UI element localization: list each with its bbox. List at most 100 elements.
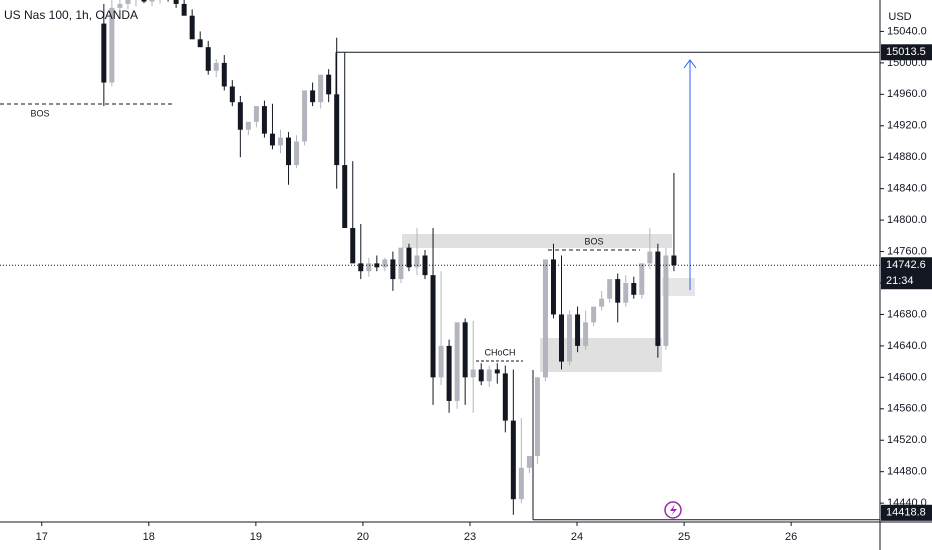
high-price-tag-bg	[881, 44, 932, 61]
candle-body	[213, 62, 219, 71]
candle-body	[302, 90, 308, 142]
x-tick-label: 20	[357, 531, 369, 543]
y-tick-label: 14840.0	[887, 183, 927, 195]
candle-body	[567, 314, 573, 362]
candles	[101, 0, 677, 515]
candle-body	[599, 298, 605, 307]
candle-body	[406, 247, 412, 268]
zone	[540, 338, 662, 372]
x-tick-label: 18	[143, 531, 155, 543]
high-line	[335, 51, 880, 100]
candle-body	[502, 373, 508, 421]
candle-body	[623, 283, 629, 303]
candle-body	[310, 90, 316, 103]
annotation: BOS	[584, 236, 603, 246]
candle-body	[414, 255, 420, 268]
candle-body	[294, 141, 300, 166]
candle-body	[486, 369, 492, 382]
candle-body	[125, 0, 131, 4]
candle-body	[334, 94, 340, 166]
candle-body	[221, 62, 227, 87]
candle-body	[261, 106, 267, 134]
low-price-tag-bg	[881, 504, 932, 521]
candle-body	[510, 420, 516, 500]
candle-body	[607, 279, 613, 299]
candle-body	[358, 263, 364, 272]
candle-body	[494, 369, 500, 374]
candle-body	[639, 263, 645, 295]
candle-body	[117, 3, 123, 8]
candle-body	[326, 74, 332, 95]
candle-body	[149, 0, 155, 2]
alert-bolt	[670, 504, 677, 516]
candle-body	[655, 251, 661, 346]
low-price-tag: 14418.8	[886, 507, 926, 519]
y-tick-label: 14560.0	[887, 403, 927, 415]
candle-body	[318, 74, 324, 103]
zone	[402, 234, 672, 248]
candle-body	[550, 259, 556, 315]
chart-title: US Nas 100, 1h, OANDA	[4, 8, 138, 22]
y-tick-label: 14520.0	[887, 434, 927, 446]
low-line	[532, 370, 880, 521]
candle-body	[631, 283, 637, 295]
y-tick-label: 14680.0	[887, 308, 927, 320]
candle-body	[277, 137, 283, 146]
candle-body	[591, 306, 597, 323]
y-tick-label: 14480.0	[887, 466, 927, 478]
candle-body	[398, 247, 404, 280]
y-tick-label: 14960.0	[887, 88, 927, 100]
candle-body	[542, 259, 548, 378]
candle-body	[189, 15, 195, 40]
candle-body	[342, 165, 348, 228]
candle-body	[462, 322, 468, 378]
high-price-tag: 15013.5	[886, 46, 926, 58]
candle-body	[663, 255, 669, 346]
candle-body	[470, 369, 476, 378]
candle-body	[350, 227, 356, 264]
candle-body	[438, 345, 444, 378]
candle-body	[422, 255, 428, 276]
candle-body	[374, 263, 380, 268]
candle-body	[109, 7, 115, 83]
candle-body	[390, 259, 396, 280]
candle-body	[101, 23, 107, 83]
candle-body	[559, 314, 565, 362]
candle-body	[253, 106, 259, 122]
arrow-head	[683, 59, 697, 69]
x-tick-label: 25	[678, 531, 690, 543]
currency: USD	[888, 11, 911, 23]
candle-body	[575, 314, 581, 346]
candle-body	[245, 121, 251, 130]
candle-body	[430, 275, 436, 378]
candle-body	[526, 455, 532, 468]
candle-body	[229, 86, 235, 103]
y-tick-label: 14760.0	[887, 245, 927, 257]
candle-body	[583, 322, 589, 346]
candle-body	[269, 133, 275, 146]
candle-body	[454, 322, 460, 401]
y-tick-label: 14600.0	[887, 371, 927, 383]
y-tick-label: 14920.0	[887, 120, 927, 132]
candle-body	[141, 0, 147, 2]
candle-body	[647, 251, 653, 264]
y-tick-label: 14640.0	[887, 340, 927, 352]
x-tick-label: 26	[785, 531, 797, 543]
x-tick-label: 19	[250, 531, 262, 543]
candle-body	[478, 369, 484, 382]
candle-body	[534, 377, 540, 456]
candle-body	[181, 3, 187, 16]
x-tick-label: 24	[571, 531, 583, 543]
y-tick-label: 15040.0	[887, 25, 927, 37]
candle-body	[671, 255, 677, 266]
candle-body	[382, 259, 388, 268]
annotation: CHoCH	[484, 347, 515, 357]
candle-body	[615, 279, 621, 303]
candle-body	[518, 467, 524, 500]
y-tick-label: 14880.0	[887, 151, 927, 163]
candle-body	[197, 39, 203, 48]
candle-body	[446, 345, 452, 401]
candle-body	[237, 102, 243, 130]
